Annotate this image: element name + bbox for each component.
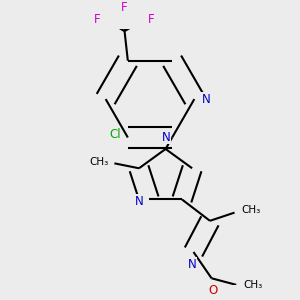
Text: CH₃: CH₃ [241,205,260,215]
Text: CH₃: CH₃ [89,157,109,167]
Text: F: F [121,1,128,14]
Text: Cl: Cl [109,128,121,141]
Text: O: O [208,284,217,297]
Text: F: F [94,13,101,26]
Text: N: N [202,93,210,106]
Text: F: F [148,13,155,26]
Text: N: N [188,258,196,271]
Text: CH₃: CH₃ [243,280,263,290]
Text: N: N [134,195,143,208]
Text: N: N [162,131,171,144]
